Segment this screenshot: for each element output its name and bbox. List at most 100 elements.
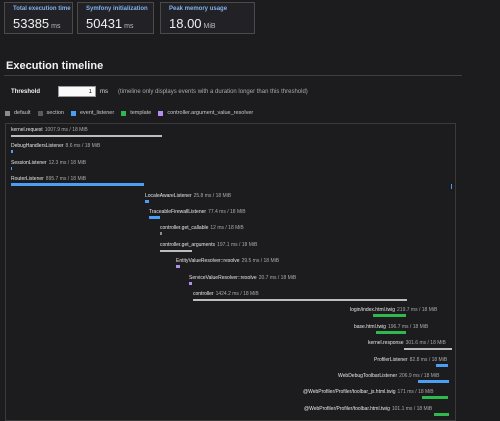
legend-label: event_listener bbox=[79, 110, 115, 116]
event-name: login/index.html.twig bbox=[350, 307, 396, 314]
event-duration: 25.8 ms / 18 MiB bbox=[193, 192, 232, 199]
legend-item-default[interactable]: default bbox=[5, 110, 31, 116]
legend-swatch bbox=[37, 110, 43, 116]
event-duration-bar bbox=[376, 330, 406, 334]
event-duration: 196.7 ms / 18 MiB bbox=[387, 323, 429, 330]
event-name: controller.get_callable bbox=[160, 225, 209, 232]
event-duration-bar bbox=[11, 166, 12, 170]
event-label: EntityValueResolver::resolve 29.5 ms / 18… bbox=[176, 258, 279, 264]
metric-label: Symfony initialization bbox=[86, 6, 148, 12]
event-duration-bar bbox=[189, 281, 192, 285]
event-label: ProfilerListener 82.8 ms / 18 MiB bbox=[374, 357, 447, 363]
timeline-row[interactable]: SessionListener 12.3 ms / 18 MiB bbox=[6, 158, 455, 176]
legend-label: default bbox=[14, 110, 31, 116]
event-label: controller.get_callable 12 ms / 18 MiB bbox=[160, 225, 244, 231]
event-duration: 219.7 ms / 18 MiB bbox=[397, 307, 438, 314]
threshold-hint: (timeline only displays events with a du… bbox=[118, 88, 308, 95]
event-label: @WebProfiler/Profiler/toolbar_js.html.tw… bbox=[303, 389, 434, 395]
event-name: LocaleAwareListener bbox=[145, 192, 192, 199]
timeline-row[interactable]: @WebProfiler/Profiler/toolbar_js.html.tw… bbox=[6, 387, 455, 405]
metric-unit: ms bbox=[51, 23, 61, 30]
event-label: controller.get_arguments 197.1 ms / 18 Mi… bbox=[160, 242, 257, 248]
event-duration: 197.1 ms / 18 MiB bbox=[217, 241, 258, 248]
timeline-row[interactable]: kernel.response 301.6 ms / 18 MiB bbox=[6, 338, 455, 356]
event-duration: 12.3 ms / 18 MiB bbox=[48, 159, 87, 166]
event-duration: 8.6 ms / 18 MiB bbox=[65, 143, 101, 150]
timeline-row[interactable]: DebugHandlersListener 8.6 ms / 18 MiB bbox=[6, 141, 455, 159]
event-duration-bar bbox=[418, 380, 449, 383]
symfony-initialization-metric[interactable]: Symfony initialization 50431 ms bbox=[77, 2, 154, 34]
event-duration-bar bbox=[176, 265, 180, 269]
metric-value: 53385 ms bbox=[13, 16, 64, 31]
metric-label: Total execution time bbox=[13, 6, 71, 12]
event-label: kernel.request 1007.9 ms / 18 MiB bbox=[11, 127, 88, 133]
event-duration: 1424.2 ms / 18 MiB bbox=[215, 291, 259, 297]
timeline-legend: default section event_listener template cont… bbox=[5, 110, 260, 116]
event-label: login/index.html.twig 219.7 ms / 18 MiB bbox=[350, 307, 437, 313]
timeline-row[interactable]: RouterListener 895.7 ms / 18 MiB bbox=[6, 174, 455, 192]
timeline-row[interactable]: kernel.request 1007.9 ms / 18 MiB bbox=[6, 125, 455, 143]
threshold-input[interactable] bbox=[58, 86, 97, 97]
metric-number: 18.00 bbox=[169, 16, 202, 31]
event-name: @WebProfiler/Profiler/toolbar_js.html.tw… bbox=[303, 389, 396, 396]
legend-label: template bbox=[130, 110, 152, 116]
event-duration: 101.1 ms / 18 MiB bbox=[391, 405, 433, 412]
event-name: kernel.request bbox=[11, 127, 43, 133]
metric-value: 50431 ms bbox=[86, 16, 145, 31]
event-label: RouterListener 895.7 ms / 18 MiB bbox=[11, 176, 86, 182]
event-label: DebugHandlersListener 8.6 ms / 18 MiB bbox=[11, 143, 100, 149]
event-duration-bar bbox=[149, 216, 160, 219]
title-divider bbox=[4, 75, 462, 76]
threshold-unit: ms bbox=[100, 88, 109, 95]
legend-item-event-listener[interactable]: event_listener bbox=[70, 110, 115, 116]
event-name: @WebProfiler/Profiler/toolbar.html.twig bbox=[304, 405, 390, 412]
event-duration: 82.8 ms / 18 MiB bbox=[409, 356, 448, 363]
event-duration-bar bbox=[160, 249, 192, 252]
event-label: LocaleAwareListener 25.8 ms / 18 MiB bbox=[145, 193, 231, 199]
event-duration-bar bbox=[434, 412, 449, 416]
event-label: ServiceValueResolver::resolve 20.7 ms / 1… bbox=[189, 275, 296, 281]
event-duration-bar bbox=[404, 348, 452, 351]
threshold-row: Threshold ms (timeline only displays eve… bbox=[11, 86, 308, 97]
timeline-row[interactable]: EntityValueResolver::resolve 29.5 ms / 18… bbox=[6, 256, 455, 274]
legend-swatch bbox=[158, 110, 164, 116]
legend-item-section[interactable]: section bbox=[37, 110, 64, 116]
event-name: ServiceValueResolver::resolve bbox=[189, 274, 257, 281]
total-execution-time-metric[interactable]: Total execution time 53385 ms bbox=[4, 2, 73, 34]
event-name: EntityValueResolver::resolve bbox=[176, 258, 240, 265]
legend-label: section bbox=[46, 110, 64, 116]
event-name: controller.get_arguments bbox=[160, 241, 216, 248]
event-duration: 29.5 ms / 18 MiB bbox=[241, 258, 280, 265]
event-duration-bar bbox=[436, 363, 448, 367]
timeline-row[interactable]: login/index.html.twig 219.7 ms / 18 MiB bbox=[6, 305, 455, 323]
legend-label: controller.argument_value_resolver bbox=[167, 110, 254, 116]
event-duration: 206.9 ms / 18 MiB bbox=[399, 373, 440, 379]
event-label: controller 1424.2 ms / 18 MiB bbox=[193, 291, 259, 297]
legend-item-controller-argument-value-resolver[interactable]: controller.argument_value_resolver bbox=[158, 110, 253, 116]
execution-timeline[interactable]: kernel.request 1007.9 ms / 18 MiB DebugHan… bbox=[5, 123, 456, 421]
timeline-row[interactable]: TraceableFirewallListener 77.4 ms / 18 Mi… bbox=[6, 207, 455, 225]
timeline-row[interactable]: controller 1424.2 ms / 18 MiB bbox=[6, 289, 455, 307]
timeline-row[interactable]: controller.get_arguments 197.1 ms / 18 Mi… bbox=[6, 240, 455, 258]
event-name: ProfilerListener bbox=[374, 356, 408, 363]
timeline-row[interactable]: ServiceValueResolver::resolve 20.7 ms / 1… bbox=[6, 273, 455, 291]
event-name: DebugHandlersListener bbox=[11, 143, 64, 150]
event-duration-bar bbox=[422, 396, 448, 400]
event-label: WebDebugToolbarListener 206.9 ms / 18 MiB bbox=[338, 373, 439, 379]
legend-item-template[interactable]: template bbox=[121, 110, 151, 116]
event-label: TraceableFirewallListener 77.4 ms / 18 Mi… bbox=[149, 209, 246, 215]
metric-label: Peak memory usage bbox=[169, 6, 228, 12]
event-duration: 301.6 ms / 18 MiB bbox=[405, 340, 446, 347]
event-label: SessionListener 12.3 ms / 18 MiB bbox=[11, 160, 86, 166]
timeline-row[interactable]: LocaleAwareListener 25.8 ms / 18 MiB bbox=[6, 191, 455, 209]
timeline-row[interactable]: ProfilerListener 82.8 ms / 18 MiB bbox=[6, 355, 455, 373]
timeline-row[interactable]: base.html.twig 196.7 ms / 18 MiB bbox=[6, 322, 455, 340]
timeline-row[interactable]: controller.get_callable 12 ms / 18 MiB bbox=[6, 223, 455, 241]
event-duration: 171 ms / 18 MiB bbox=[397, 389, 434, 396]
event-name: controller bbox=[193, 291, 214, 297]
event-duration-bar bbox=[145, 199, 149, 203]
peak-memory-usage-metric[interactable]: Peak memory usage 18.00 MiB bbox=[160, 2, 255, 34]
timeline-row[interactable]: @WebProfiler/Profiler/toolbar.html.twig 1… bbox=[6, 404, 455, 420]
timeline-row[interactable]: WebDebugToolbarListener 206.9 ms / 18 MiB bbox=[6, 371, 455, 389]
metric-value: 18.00 MiB bbox=[169, 16, 246, 31]
